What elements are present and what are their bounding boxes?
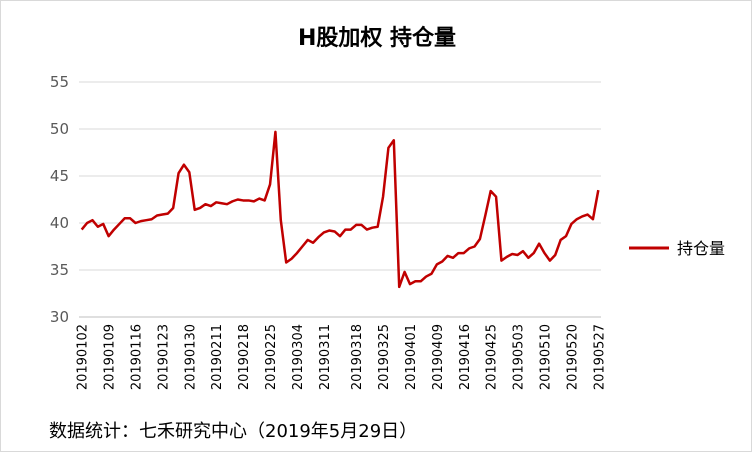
x-tick-label: 20190325 [377, 324, 392, 390]
x-tick-label: 20190416 [458, 324, 473, 390]
x-tick-label: 20190116 [130, 324, 145, 390]
chart-title: H股加权 持仓量 [298, 25, 456, 51]
x-tick-label: 20190102 [76, 324, 91, 390]
x-tick-label: 20190425 [485, 324, 500, 390]
y-tick-label: 55 [50, 73, 69, 91]
x-tick-label: 20190311 [318, 324, 333, 390]
y-tick-label: 45 [50, 167, 69, 185]
x-tick-label: 20190211 [210, 324, 225, 390]
x-axis-ticks: 20190102 20190109 20190116 20190123 20190130… [76, 324, 608, 390]
series-line-position [80, 130, 600, 289]
x-tick-label: 20190304 [291, 324, 306, 390]
x-tick-label: 20190218 [237, 324, 252, 390]
y-tick-label: 50 [50, 120, 69, 138]
x-tick-label: 20190109 [103, 324, 118, 390]
y-tick-label: 40 [50, 214, 69, 232]
x-tick-label: 20190527 [592, 324, 607, 390]
x-tick-label: 20190401 [404, 324, 419, 390]
grid-lines [79, 81, 601, 318]
x-tick-label: 20190130 [183, 324, 198, 390]
x-tick-label: 20190318 [350, 324, 365, 390]
series-layer [80, 130, 600, 289]
legend[interactable]: 持仓量 [629, 239, 725, 258]
y-tick-label: 30 [50, 308, 69, 326]
y-axis-ticks: 30 35 40 45 50 55 [50, 73, 69, 326]
x-tick-label: 20190520 [565, 324, 580, 390]
x-tick-label: 20190503 [512, 324, 527, 390]
x-tick-label: 20190409 [431, 324, 446, 390]
legend-label: 持仓量 [677, 239, 725, 258]
y-tick-label: 35 [50, 261, 69, 279]
x-tick-label: 20190510 [538, 324, 553, 390]
x-tick-label: 20190225 [264, 324, 279, 390]
source-note: 数据统计：七禾研究中心（2019年5月29日） [49, 421, 418, 442]
x-tick-label: 20190123 [156, 324, 171, 390]
